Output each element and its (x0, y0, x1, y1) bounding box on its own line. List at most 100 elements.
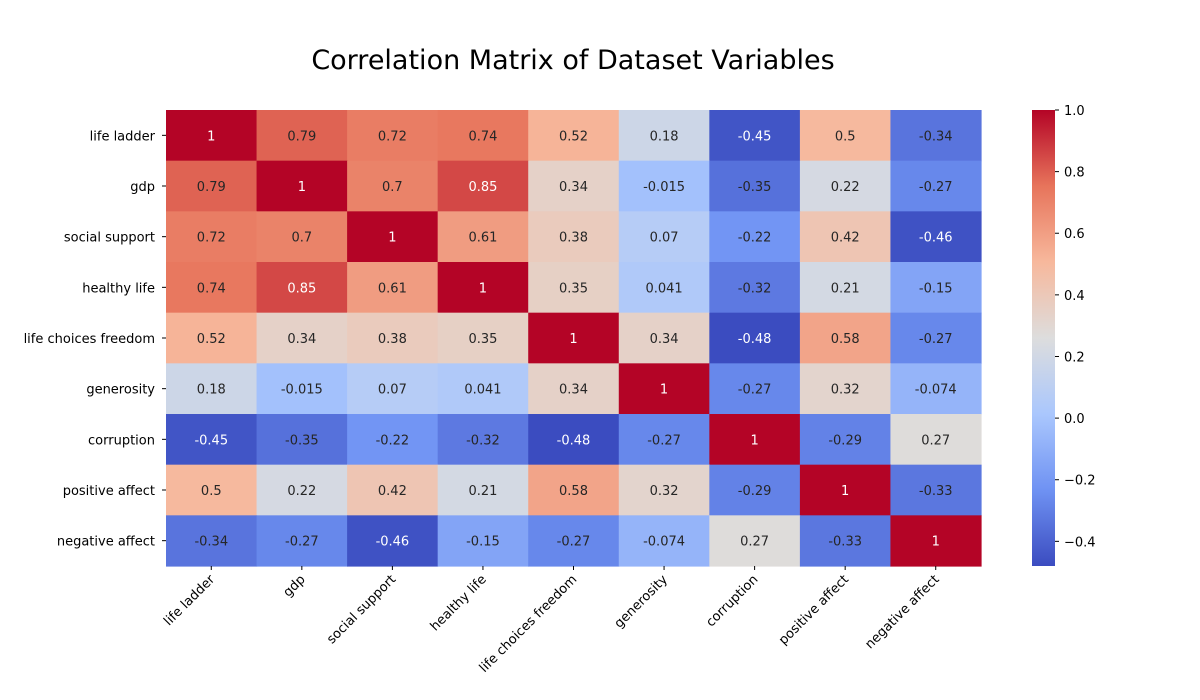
cell-annotation: 0.35 (468, 332, 497, 347)
cell-annotation: 1 (298, 180, 306, 195)
heatmap-cell-generosity-positive-affect (799, 363, 892, 415)
heatmap-cell-life-ladder-life-ladder (166, 110, 258, 162)
cell-annotation: -0.34 (919, 129, 953, 144)
heatmap-cell-life-ladder-social-support (347, 110, 439, 162)
cell-annotation: -0.34 (194, 535, 228, 550)
heatmap-cell-social-support-corruption (709, 211, 801, 263)
heatmap-cell-generosity-life-choices-freedom (528, 363, 620, 415)
heatmap-cell-healthy-life-life-choices-freedom (528, 262, 620, 314)
cell-annotation: -0.015 (281, 383, 323, 398)
cell-annotations: 1 0.79 0.72 0.74 0.52 0.18 -0.45 0.5 -0.34 0.79 1 0… (194, 129, 956, 549)
cell-annotation: -0.27 (557, 535, 591, 550)
cell-annotation: 0.61 (468, 231, 497, 246)
heatmap-cell-corruption-social-support (347, 414, 439, 466)
y-tick-label: healthy life (82, 281, 155, 296)
heatmap-cell-gdp-negative-affect (890, 160, 982, 212)
heatmap-cell-healthy-life-corruption (709, 262, 801, 314)
cell-annotation: -0.48 (557, 433, 591, 448)
heatmap-cell-positive-affect-healthy-life (437, 464, 529, 516)
heatmap-cell-gdp-social-support (347, 160, 439, 212)
cell-annotation: 1 (750, 433, 758, 448)
heatmap-cell-positive-affect-corruption (709, 464, 801, 516)
cell-annotation: 0.5 (835, 129, 856, 144)
y-tick-label: positive affect (63, 484, 155, 499)
y-axis: life ladder gdp social support healthy life… (24, 129, 166, 550)
heatmap-cell-positive-affect-positive-affect (799, 464, 892, 516)
cell-annotation: 0.38 (378, 332, 407, 347)
heatmap-cell-corruption-healthy-life (437, 414, 529, 466)
cell-annotation: -0.48 (738, 332, 772, 347)
heatmap-cell-healthy-life-life-ladder (166, 262, 258, 314)
heatmap-cell-negative-affect-social-support (347, 515, 439, 567)
cell-annotation: 1 (388, 231, 396, 246)
heatmap-cell-positive-affect-social-support (347, 464, 439, 516)
cell-annotation: 0.74 (197, 281, 226, 296)
cell-annotation: 0.72 (378, 129, 407, 144)
heatmap-cell-generosity-generosity (618, 363, 710, 415)
cell-annotation: 0.35 (559, 281, 588, 296)
cell-annotation: 0.79 (287, 129, 316, 144)
cell-annotation: -0.46 (376, 535, 410, 550)
heatmap-cell-life-ladder-generosity (618, 110, 710, 162)
heatmap-cell-life-choices-freedom-negative-affect (890, 312, 982, 364)
heatmap-cell-life-ladder-negative-affect (890, 110, 982, 162)
x-tick-label: negative affect (863, 572, 943, 652)
cell-annotation: 0.21 (468, 484, 497, 499)
y-tick-label: life ladder (90, 129, 156, 144)
heatmap-cell-generosity-corruption (709, 363, 801, 415)
heatmap-cell-positive-affect-gdp (256, 464, 348, 516)
cell-annotation: 1 (569, 332, 577, 347)
cell-annotation: 0.041 (464, 383, 501, 398)
y-tick-label: negative affect (57, 535, 155, 550)
y-tick-label: life choices freedom (24, 332, 155, 347)
cell-annotation: -0.32 (738, 281, 772, 296)
heatmap-cell-life-choices-freedom-gdp (256, 312, 348, 364)
cell-annotation: -0.22 (376, 433, 410, 448)
heatmap-cell-gdp-generosity (618, 160, 710, 212)
heatmap-cell-life-ladder-healthy-life (437, 110, 529, 162)
heatmap-cell-generosity-life-ladder (166, 363, 258, 415)
heatmap-cell-corruption-negative-affect (890, 414, 982, 466)
heatmap-cell-life-choices-freedom-positive-affect (799, 312, 892, 364)
heatmap-cell-life-choices-freedom-life-ladder (166, 312, 258, 364)
heatmap-cell-social-support-gdp (256, 211, 348, 263)
cell-annotation: 0.22 (831, 180, 860, 195)
heatmap-cell-corruption-generosity (618, 414, 710, 466)
heatmap-cell-life-choices-freedom-social-support (347, 312, 439, 364)
heatmap-cell-healthy-life-social-support (347, 262, 439, 314)
heatmap-cell-healthy-life-gdp (256, 262, 348, 314)
x-tick-label: positive affect (776, 572, 852, 648)
cell-annotation: -0.32 (466, 433, 500, 448)
heatmap-cell-gdp-life-choices-freedom (528, 160, 620, 212)
cell-annotation: 1 (479, 281, 487, 296)
cell-annotation: -0.29 (828, 433, 862, 448)
cell-annotation: 1 (207, 129, 215, 144)
cell-annotation: 0.34 (650, 332, 679, 347)
x-tick-label: social support (324, 572, 399, 647)
cell-annotation: -0.27 (647, 433, 681, 448)
colorbar-tick-label: 0.8 (1064, 166, 1085, 181)
cell-annotation: 0.34 (559, 180, 588, 195)
heatmap-cell-corruption-gdp (256, 414, 348, 466)
cell-annotation: 0.27 (921, 433, 950, 448)
cell-annotation: -0.15 (466, 535, 500, 550)
x-tick-label: healthy life (428, 572, 490, 634)
cell-annotation: -0.27 (919, 180, 953, 195)
heatmap-cell-gdp-corruption (709, 160, 801, 212)
cell-annotation: 0.32 (831, 383, 860, 398)
cell-annotation: -0.074 (915, 383, 957, 398)
heatmap-cell-life-choices-freedom-healthy-life (437, 312, 529, 364)
heatmap-cell-positive-affect-life-ladder (166, 464, 258, 516)
heatmap-cell-social-support-social-support (347, 211, 439, 263)
heatmap-cell-life-ladder-life-choices-freedom (528, 110, 620, 162)
heatmap-cell-positive-affect-generosity (618, 464, 710, 516)
cell-annotation: 0.72 (197, 231, 226, 246)
cell-annotation: -0.46 (919, 231, 953, 246)
cell-annotation: 0.041 (645, 281, 682, 296)
cell-annotation: 0.32 (650, 484, 679, 499)
cell-annotation: 1 (841, 484, 849, 499)
heatmap-cell-negative-affect-healthy-life (437, 515, 529, 567)
heatmap-cell-generosity-healthy-life (437, 363, 529, 415)
cell-annotation: 0.58 (559, 484, 588, 499)
